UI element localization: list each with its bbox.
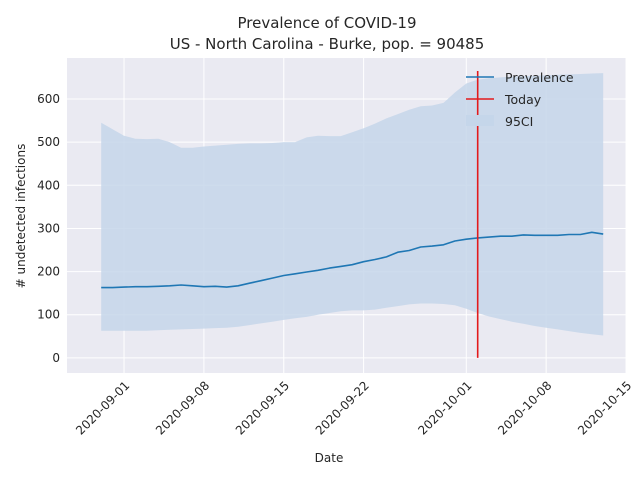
x-tick-label: 2020-09-15 [233, 378, 292, 437]
legend-label: Today [504, 92, 542, 107]
x-tick-labels: 2020-09-01 2020-09-08 2020-09-15 2020-09-22… [73, 378, 634, 437]
y-tick-label: 500 [37, 135, 60, 149]
y-tick-label: 200 [37, 265, 60, 279]
prevalence-line [101, 231, 604, 289]
chart-title: Prevalence of COVID-19 [237, 14, 416, 32]
legend-label: 95CI [505, 114, 533, 129]
legend-label: Prevalence [505, 70, 574, 85]
x-tick-label: 2020-10-01 [415, 378, 474, 437]
y-tick-label: 600 [37, 92, 60, 106]
legend-swatch-95ci [466, 115, 494, 126]
y-tick-label: 400 [37, 178, 60, 192]
y-tick-labels: 0 100 200 300 400 500 600 [37, 92, 60, 365]
y-tick-label: 0 [52, 351, 60, 365]
y-tick-label: 300 [37, 221, 60, 235]
chart-subtitle: US - North Carolina - Burke, pop. = 9048… [170, 35, 485, 53]
legend: Prevalence Today 95CI [466, 70, 574, 129]
x-tick-label: 2020-09-01 [73, 378, 132, 437]
x-tick-label: 2020-10-15 [575, 378, 634, 437]
y-axis-label: # undetected infections [14, 144, 28, 289]
x-tick-label: 2020-09-22 [313, 378, 372, 437]
x-axis-label: Date [315, 451, 344, 465]
y-tick-label: 100 [37, 308, 60, 322]
x-tick-label: 2020-09-08 [153, 378, 212, 437]
x-tick-label: 2020-10-08 [495, 378, 554, 437]
